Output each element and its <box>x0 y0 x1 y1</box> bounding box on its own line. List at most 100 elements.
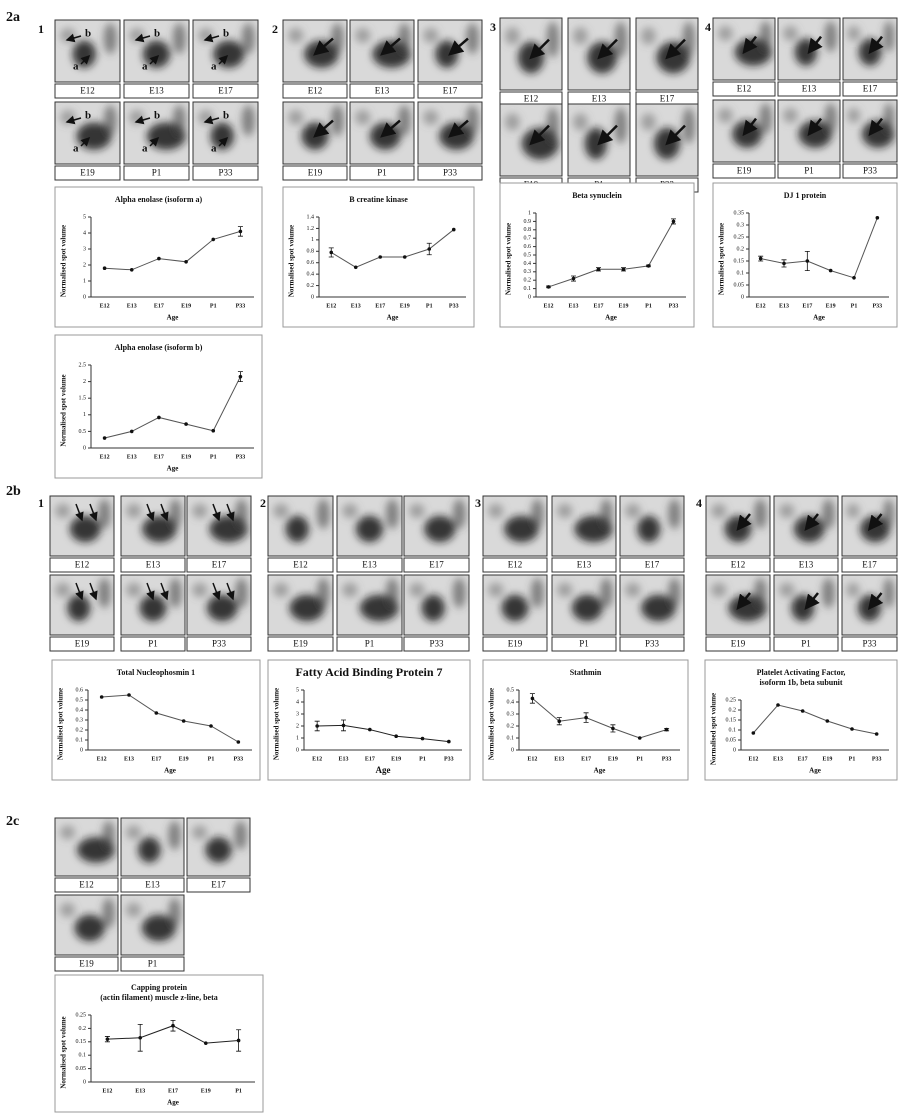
data-point <box>801 709 805 713</box>
chart-title: Alpha enolase (isoform a) <box>115 195 203 204</box>
data-point <box>597 267 601 271</box>
data-point <box>237 1039 241 1043</box>
y-tick-label: 0.5 <box>524 252 532 258</box>
gel-spot <box>641 113 656 130</box>
gel-spot <box>732 120 762 147</box>
gel-spot <box>573 27 588 44</box>
x-tick-label: P33 <box>669 303 679 309</box>
gel-spot <box>242 105 255 136</box>
data-point <box>557 719 561 723</box>
y-tick-label: 0.25 <box>734 234 745 240</box>
gel-spot <box>60 28 76 43</box>
gel-spot <box>718 108 733 123</box>
x-axis-label: Age <box>813 314 825 322</box>
gel-label: P33 <box>862 639 877 649</box>
gel-label: E12 <box>308 86 323 96</box>
data-point <box>752 731 756 735</box>
x-tick-label: P1 <box>849 756 856 762</box>
gel-label: E13 <box>802 84 817 94</box>
gel-spot <box>600 578 613 608</box>
gel-spot <box>317 578 330 608</box>
gel-mark: a <box>142 61 148 73</box>
y-tick-label: 0.8 <box>307 249 315 255</box>
data-point <box>106 1037 110 1041</box>
y-tick-label: 0.15 <box>734 258 745 264</box>
gel-spot <box>173 105 186 136</box>
y-tick-label: 0.25 <box>726 697 737 703</box>
gel-spot <box>488 583 503 597</box>
gel-spot <box>423 110 438 125</box>
chart-title: Capping protein <box>131 983 188 992</box>
gel-label: E19 <box>731 639 746 649</box>
gel-spot <box>668 578 681 608</box>
gel <box>404 496 469 556</box>
gel-spot <box>557 583 572 597</box>
x-tick-label: E17 <box>154 303 164 309</box>
gel-label: E17 <box>645 560 660 570</box>
gel-mark: b <box>223 110 229 122</box>
x-tick-label: P33 <box>233 756 243 762</box>
gel-spot <box>235 499 248 529</box>
x-axis-label: Age <box>167 1099 179 1107</box>
gel-spot <box>625 583 640 597</box>
gel-spot <box>846 583 859 597</box>
x-tick-label: P33 <box>662 756 672 762</box>
gel <box>268 575 333 635</box>
panel-label: 2a <box>6 10 20 25</box>
x-tick-label: E19 <box>608 756 618 762</box>
y-axis-label: Normalised spot volume <box>60 374 68 446</box>
group-number: 4 <box>696 496 702 510</box>
x-tick-label: P1 <box>210 303 217 309</box>
y-tick-label: 0.6 <box>524 244 532 250</box>
x-tick-label: E12 <box>527 756 537 762</box>
gel: ba <box>124 20 189 82</box>
y-tick-label: 0.3 <box>737 222 745 228</box>
y-tick-label: 0 <box>296 747 299 753</box>
group-number: 2 <box>272 22 278 36</box>
gel-spot <box>168 821 181 850</box>
y-axis-label: Normalised spot volume <box>60 1016 68 1088</box>
x-tick-label: E13 <box>779 303 789 309</box>
gel-spot <box>192 583 207 597</box>
gel-spot <box>288 110 303 125</box>
gel-spot <box>641 27 656 44</box>
group-number: 3 <box>475 496 481 510</box>
gel-spot <box>531 578 544 608</box>
y-tick-label: 0 <box>311 294 314 300</box>
gel-spot <box>104 23 117 54</box>
y-tick-label: 0 <box>511 747 514 753</box>
gel <box>121 895 184 955</box>
chart-title: Beta synuclein <box>572 191 622 200</box>
gel-spot <box>847 108 860 123</box>
gel-label: E17 <box>862 560 877 570</box>
gel-spot <box>288 28 303 43</box>
y-tick-label: 0.9 <box>524 219 532 225</box>
y-tick-label: 0.2 <box>507 723 515 729</box>
y-tick-label: 2 <box>83 379 86 385</box>
x-tick-label: E12 <box>326 303 336 309</box>
gel-label: P1 <box>579 639 589 649</box>
x-tick-label: E12 <box>748 756 758 762</box>
chart-title: Alpha enolase (isoform b) <box>115 343 203 352</box>
gel <box>500 18 562 90</box>
gel-spot <box>754 578 767 608</box>
y-axis-label: Normalised spot volume <box>273 688 281 760</box>
gel-spot <box>409 504 425 518</box>
y-tick-label: 0.2 <box>76 727 84 733</box>
x-axis-label: Age <box>376 765 391 775</box>
y-tick-label: 0.2 <box>737 246 745 252</box>
data-point <box>157 257 161 261</box>
y-tick-label: 0.6 <box>76 687 84 693</box>
gel-spot <box>572 595 603 621</box>
x-tick-label: E19 <box>391 756 401 762</box>
data-point <box>182 719 186 723</box>
data-point <box>876 216 880 220</box>
gel-label: P1 <box>377 168 387 178</box>
gel-label: E19 <box>737 166 752 176</box>
data-point <box>611 727 615 731</box>
y-tick-label: 0.1 <box>79 1053 87 1059</box>
data-point <box>427 247 431 251</box>
gel <box>706 496 770 556</box>
data-point <box>584 716 588 720</box>
x-tick-label: E17 <box>375 303 385 309</box>
